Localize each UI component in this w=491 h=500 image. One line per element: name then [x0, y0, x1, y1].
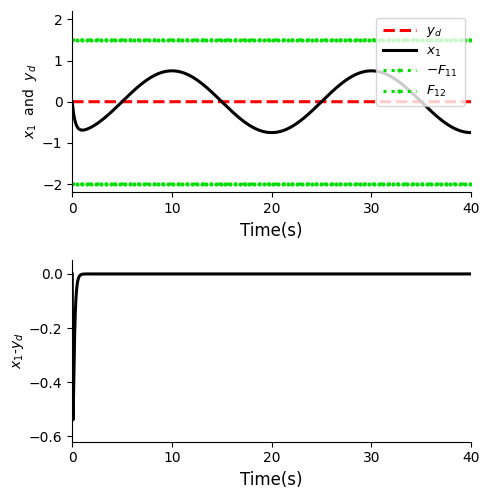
$x_1$: [269, 130, 274, 136]
$y_d$: [328, 98, 334, 104]
$F_{12}$: [397, 181, 403, 187]
$y_d$: [69, 98, 75, 104]
$y_d$: [397, 98, 403, 104]
$x_1$: [222, 102, 228, 107]
$F_{12}$: [69, 181, 75, 187]
Line: $F_{12}$: $F_{12}$: [69, 182, 474, 187]
X-axis label: Time(s): Time(s): [241, 471, 303, 489]
$x_1$: [368, 68, 374, 74]
$F_{12}$: [328, 181, 334, 187]
$-F_{11}$: [367, 37, 373, 43]
$x_1$: [329, 89, 335, 95]
Legend: $y_d$, $x_1$, $-F_{11}$, $F_{12}$: $y_d$, $x_1$, $-F_{11}$, $F_{12}$: [376, 18, 464, 106]
$F_{12}$: [468, 181, 474, 187]
$y_d$: [142, 98, 148, 104]
$-F_{11}$: [142, 37, 148, 43]
$y_d$: [222, 98, 228, 104]
$x_1$: [397, 80, 403, 86]
$y_d$: [308, 98, 314, 104]
Line: $x_1$: $x_1$: [72, 71, 471, 132]
Line: $-F_{11}$: $-F_{11}$: [69, 37, 474, 43]
$F_{12}$: [308, 181, 314, 187]
$-F_{11}$: [397, 37, 403, 43]
$F_{12}$: [142, 181, 148, 187]
$-F_{11}$: [69, 37, 75, 43]
$-F_{11}$: [468, 37, 474, 43]
$x_1$: [367, 68, 373, 74]
$-F_{11}$: [222, 37, 228, 43]
$x_1$: [309, 108, 315, 114]
$x_1$: [142, 78, 148, 84]
$x_1$: [468, 130, 474, 136]
Y-axis label: $x_1$-$y_d$: $x_1$-$y_d$: [11, 332, 26, 370]
$-F_{11}$: [328, 37, 334, 43]
$F_{12}$: [367, 181, 373, 187]
$y_d$: [468, 98, 474, 104]
Y-axis label: $x_1$  and  $y_d$: $x_1$ and $y_d$: [21, 64, 39, 140]
X-axis label: Time(s): Time(s): [241, 222, 303, 240]
$x_1$: [69, 98, 75, 104]
$-F_{11}$: [308, 37, 314, 43]
$F_{12}$: [222, 181, 228, 187]
$y_d$: [367, 98, 373, 104]
